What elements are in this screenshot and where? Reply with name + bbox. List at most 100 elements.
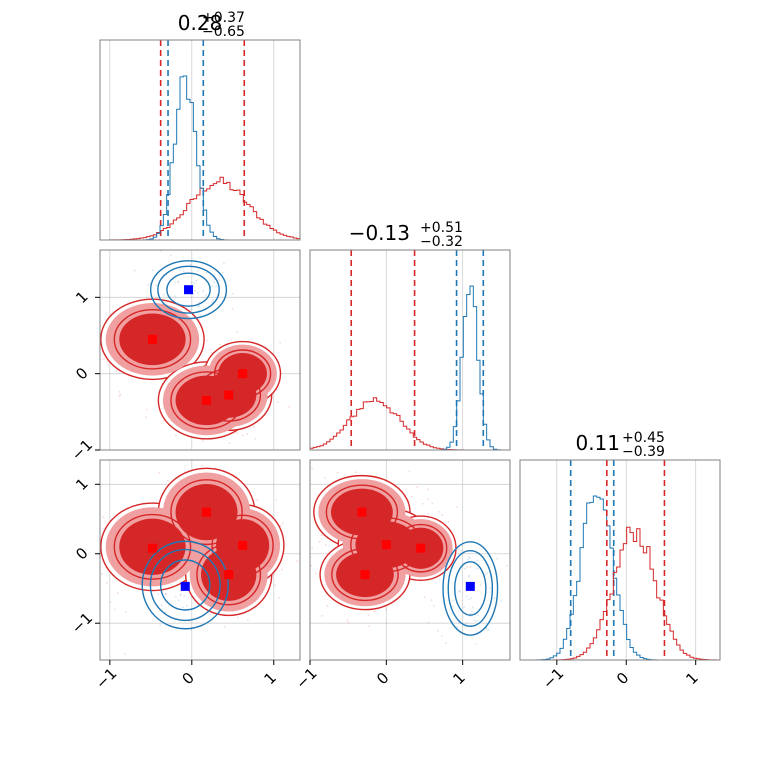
- x-tick-label-p1: 1: [449, 669, 468, 688]
- scatter-point: [213, 281, 216, 284]
- red-marker: [381, 540, 391, 550]
- scatter-point: [158, 471, 161, 474]
- scatter-point: [107, 363, 109, 366]
- scatter-point: [96, 329, 98, 331]
- scatter-point: [205, 294, 208, 296]
- scatter-point: [173, 281, 176, 284]
- scatter-point: [102, 516, 105, 518]
- scatter-point: [346, 619, 349, 622]
- grid-p0-hist: [109, 40, 275, 240]
- axes-frame: [99, 249, 301, 451]
- scatter-point: [236, 616, 239, 619]
- scatter-point: [427, 498, 430, 500]
- scatter-point: [197, 291, 200, 294]
- scatter-point: [489, 587, 492, 590]
- title-p1-minus: −0.32: [420, 234, 463, 250]
- scatter-point: [60, 518, 62, 520]
- scatter-point: [318, 540, 321, 543]
- scatter-point: [241, 434, 244, 437]
- scatter-point: [217, 452, 219, 454]
- blue-contour: [157, 265, 220, 314]
- hist-step-series_b: [520, 526, 720, 660]
- scatter-point: [452, 605, 454, 608]
- scatter-point: [408, 470, 411, 473]
- scatter-point: [177, 280, 180, 283]
- blue-marker: [465, 581, 475, 591]
- scatter-point: [118, 395, 121, 398]
- scatter-point: [469, 612, 472, 615]
- scatter-point: [469, 566, 472, 568]
- scatter-point: [223, 625, 226, 628]
- scatter-point: [125, 610, 128, 613]
- red-marker: [147, 334, 157, 344]
- scatter-point: [212, 300, 214, 303]
- x-tick-label-p0: −1: [92, 664, 120, 692]
- scatter-point: [189, 263, 192, 266]
- scatter-point: [321, 614, 324, 617]
- scatter-point: [471, 606, 474, 609]
- scatter-point: [133, 269, 136, 272]
- hist-step-series_b: [100, 176, 300, 240]
- scatter-point: [477, 614, 480, 617]
- scatter-point: [223, 262, 225, 265]
- title-p1-plus: +0.51: [420, 220, 463, 236]
- scatter-point: [311, 547, 314, 550]
- scatter-point: [123, 652, 126, 655]
- scatter-point: [228, 442, 231, 445]
- scatter-point: [198, 305, 201, 307]
- scatter-point: [183, 594, 185, 597]
- scatter-point: [174, 434, 177, 437]
- scatter-point: [277, 401, 279, 404]
- y-tick-label-p2: −1: [68, 609, 96, 637]
- scatter-point: [186, 604, 189, 607]
- scatter-point: [162, 293, 165, 296]
- scatter-point: [487, 628, 490, 631]
- scatter-point: [493, 597, 496, 600]
- x-tick-label-p1: −1: [292, 664, 320, 692]
- scatter-point: [486, 572, 489, 574]
- scatter-point: [468, 574, 471, 577]
- scatter-point: [296, 560, 299, 563]
- scatter-point: [166, 479, 169, 482]
- scatter-point: [465, 622, 468, 625]
- scatter-point: [458, 590, 461, 593]
- scatter-point: [170, 254, 172, 257]
- scatter-point: [421, 502, 424, 505]
- scatter-point: [165, 593, 167, 595]
- blue-marker: [180, 581, 190, 591]
- scatter-point: [326, 605, 329, 607]
- scatter-point: [468, 598, 471, 601]
- scatter-point: [117, 592, 119, 594]
- scatter-point: [118, 390, 121, 393]
- y-tick-label-p2: 0: [72, 544, 91, 563]
- scatter-point: [40, 310, 42, 312]
- scatter-point: [456, 626, 458, 628]
- scatter-point: [314, 572, 317, 575]
- blue-contour: [159, 559, 211, 611]
- scatter-point: [496, 557, 499, 560]
- scatter-point: [103, 358, 105, 360]
- panel-p0-hist: 0.28 +0.37 −0.65: [99, 10, 301, 241]
- scatter-point: [191, 281, 193, 284]
- scatter-point: [211, 285, 214, 288]
- scatter-point: [484, 573, 487, 576]
- scatter-point: [165, 274, 168, 277]
- scatter-point: [202, 289, 205, 292]
- scatter-point: [441, 514, 443, 516]
- blue-contour: [149, 260, 228, 320]
- scatter-point: [368, 625, 370, 628]
- scatter-point: [456, 506, 459, 509]
- scatter-point: [451, 613, 454, 615]
- scatter-point: [336, 471, 339, 474]
- red-contour-mid: [113, 513, 192, 580]
- scatter-point: [307, 504, 309, 506]
- scatter-point: [476, 559, 479, 562]
- scatter-point: [385, 608, 388, 611]
- scatter-point: [275, 498, 278, 501]
- x-tick-label-p0: 0: [179, 669, 198, 688]
- scatter-point: [506, 564, 508, 567]
- scatter-point: [177, 281, 180, 283]
- scatter-point: [151, 269, 154, 272]
- scatter-point: [106, 360, 109, 363]
- y-tick-label-p1: −1: [68, 436, 96, 464]
